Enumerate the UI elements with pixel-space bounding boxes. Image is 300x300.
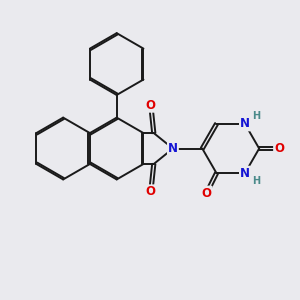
- Text: O: O: [146, 99, 156, 112]
- Text: O: O: [146, 185, 156, 198]
- Text: O: O: [274, 142, 284, 155]
- Text: N: N: [240, 117, 250, 130]
- Text: H: H: [252, 176, 260, 186]
- Text: H: H: [252, 111, 260, 121]
- Text: O: O: [202, 187, 212, 200]
- Text: N: N: [168, 142, 178, 155]
- Text: N: N: [240, 167, 250, 180]
